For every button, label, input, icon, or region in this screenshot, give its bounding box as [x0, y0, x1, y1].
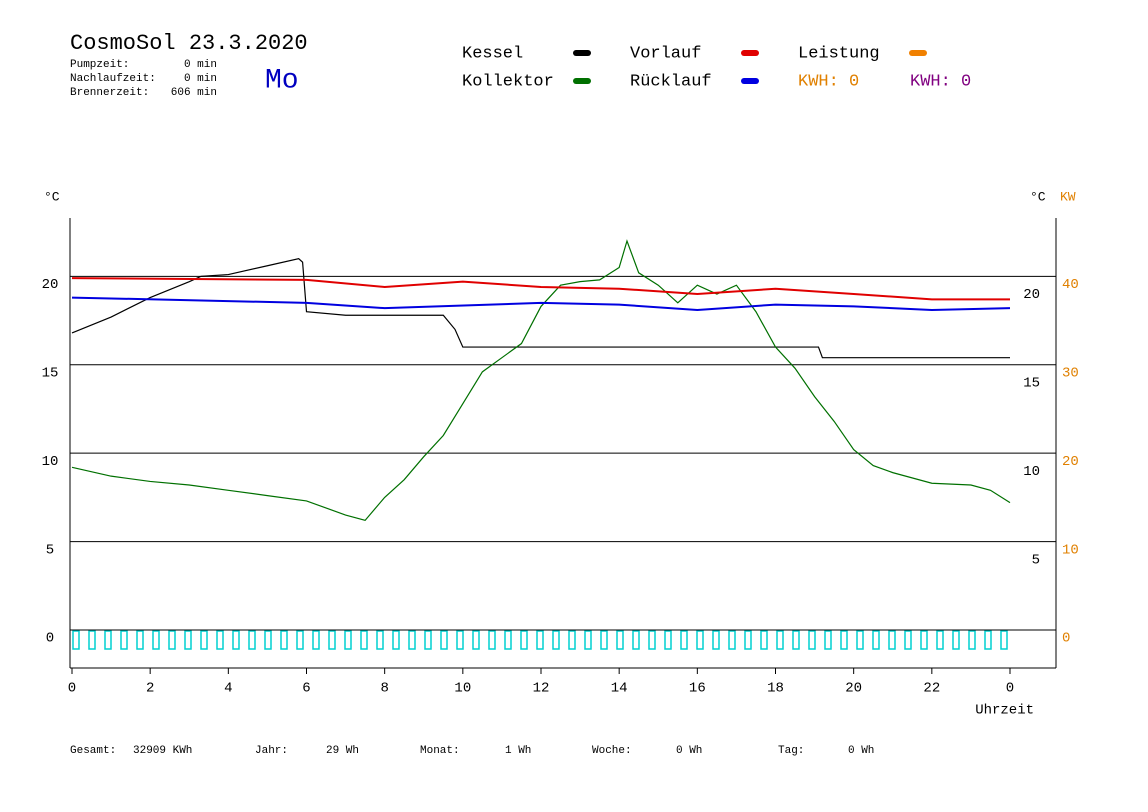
stat-label: Nachlaufzeit:	[70, 73, 156, 85]
legend-label: Vorlauf	[630, 44, 701, 63]
x-tick-label: 4	[224, 681, 232, 697]
y-tick-label: 15	[42, 365, 59, 381]
title: CosmoSol 23.3.2020	[70, 31, 308, 56]
x-tick-label: 22	[923, 681, 940, 697]
kwh-label: KWH: 0	[910, 72, 971, 91]
stat-value: 606 min	[171, 87, 217, 99]
y2-tick-label: 10	[1062, 542, 1079, 558]
y-tick-label: 0	[46, 631, 54, 647]
legend-label: Kollektor	[462, 72, 554, 91]
footer-label: Monat:	[420, 745, 460, 757]
y-right-tick-label: 5	[1032, 552, 1040, 568]
y-right-tick-label: 15	[1023, 375, 1040, 391]
series-line	[71, 277, 1010, 301]
footer-label: Gesamt:	[70, 745, 116, 757]
footer-value: 0 Wh	[676, 745, 702, 757]
x-tick-label: 0	[68, 681, 76, 697]
x-tick-label: 18	[767, 681, 784, 697]
footer-label: Woche:	[592, 745, 632, 757]
legend-label: Leistung	[798, 44, 880, 63]
kwh-label: KWH: 0	[798, 72, 859, 91]
x-tick-label: 14	[611, 681, 628, 697]
x-axis-label: Uhrzeit	[975, 703, 1034, 719]
x-tick-label: 0	[1006, 681, 1014, 697]
y-tick-label: 20	[42, 277, 59, 293]
x-tick-label: 8	[380, 681, 388, 697]
stat-value: 0 min	[184, 73, 217, 85]
footer-label: Jahr:	[255, 745, 288, 757]
y2-tick-label: 40	[1062, 277, 1079, 293]
x-tick-label: 16	[689, 681, 706, 697]
x-tick-label: 10	[454, 681, 471, 697]
y2-tick-label: 30	[1062, 365, 1079, 381]
x-tick-label: 12	[533, 681, 550, 697]
footer-value: 32909 KWh	[133, 745, 192, 757]
y2-tick-label: 20	[1062, 454, 1079, 470]
series-line	[71, 258, 1010, 359]
y-right-tick-label: 10	[1023, 464, 1040, 480]
stat-value: 0 min	[184, 59, 217, 71]
pump-status	[72, 630, 1012, 650]
stat-label: Brennerzeit:	[70, 87, 149, 99]
series-line	[71, 296, 1011, 311]
footer-value: 29 Wh	[326, 745, 359, 757]
footer-label: Tag:	[778, 745, 804, 757]
y2-axis-label-celsius: °C	[1030, 189, 1046, 204]
x-tick-label: 20	[845, 681, 862, 697]
legend-label: Rücklauf	[630, 72, 712, 91]
stat-label: Pumpzeit:	[70, 59, 129, 71]
series-line	[71, 239, 1011, 522]
y-axis-label: °C	[44, 189, 60, 204]
y2-axis-label: KW	[1060, 189, 1076, 204]
x-tick-label: 6	[302, 681, 310, 697]
x-tick-label: 2	[146, 681, 154, 697]
footer-value: 1 Wh	[505, 745, 531, 757]
legend-label: Kessel	[462, 44, 523, 63]
y-tick-label: 5	[46, 542, 54, 558]
footer-value: 0 Wh	[848, 745, 874, 757]
y2-tick-label: 0	[1062, 631, 1070, 647]
y-right-tick-label: 20	[1023, 287, 1040, 303]
weekday: Mo	[265, 65, 299, 96]
y-tick-label: 10	[42, 454, 59, 470]
